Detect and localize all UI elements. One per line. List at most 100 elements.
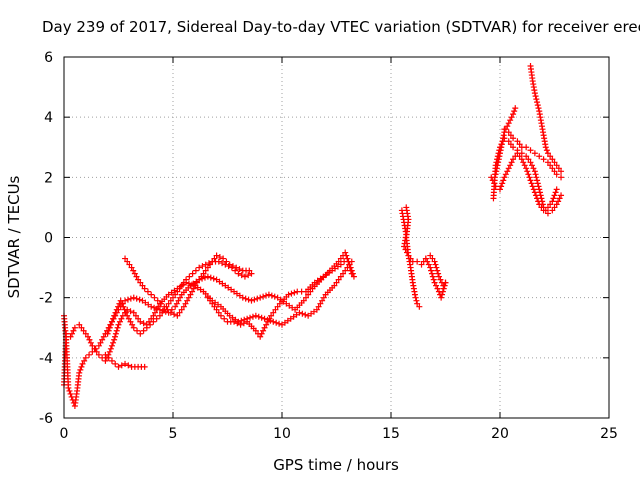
data-point: [185, 294, 192, 301]
data-point: [530, 165, 537, 172]
data-point: [500, 132, 507, 139]
data-point: [344, 255, 351, 262]
data-point: [528, 162, 535, 169]
data-point: [549, 198, 556, 205]
data-point: [510, 111, 517, 118]
data-point: [89, 342, 96, 349]
data-point: [493, 165, 500, 172]
data-point: [161, 306, 168, 313]
data-point: [115, 363, 122, 370]
data-point: [274, 303, 281, 310]
data-point: [192, 267, 199, 274]
data-point: [270, 309, 277, 316]
data-point: [534, 102, 541, 109]
data-point: [131, 270, 138, 277]
data-point: [272, 306, 279, 313]
data-point: [124, 258, 131, 265]
x-tick-label: 25: [600, 426, 618, 442]
data-point: [337, 255, 344, 262]
data-point: [433, 282, 440, 289]
data-point: [266, 315, 273, 322]
data-point: [288, 290, 295, 297]
data-point: [258, 330, 265, 337]
data-point: [118, 362, 125, 369]
data-point: [498, 144, 505, 151]
data-point: [80, 327, 87, 334]
data-point: [110, 315, 117, 322]
data-point: [260, 293, 267, 300]
data-point: [82, 330, 89, 337]
data-point: [174, 288, 181, 295]
data-point: [337, 273, 344, 280]
data-point: [345, 258, 352, 265]
data-point: [257, 294, 264, 301]
data-point: [558, 192, 565, 199]
data-point: [111, 312, 118, 319]
data-point: [122, 255, 129, 262]
data-point: [128, 264, 135, 271]
data-point: [347, 264, 354, 271]
data-point: [540, 156, 547, 163]
data-point: [192, 282, 199, 289]
data-point: [536, 186, 543, 193]
data-point: [523, 144, 530, 151]
data-point: [199, 263, 206, 270]
data-point: [221, 315, 228, 322]
data-point: [84, 333, 91, 340]
data-point: [107, 345, 114, 352]
data-point: [508, 114, 515, 121]
data-point: [302, 294, 309, 301]
data-point: [300, 297, 307, 304]
data-point: [270, 318, 277, 325]
data-point: [177, 294, 184, 301]
data-point: [276, 320, 283, 327]
data-point: [544, 150, 551, 157]
data-point: [553, 162, 560, 169]
data-point: [501, 126, 508, 133]
data-point: [159, 309, 166, 316]
data-point: [97, 339, 104, 346]
data-point: [533, 174, 540, 181]
data-point: [550, 195, 557, 202]
data-point: [134, 327, 141, 334]
data-point: [441, 282, 448, 289]
data-point: [67, 333, 74, 340]
y-tick-label: -4: [39, 351, 53, 367]
data-point: [523, 153, 530, 160]
data-point: [552, 189, 559, 196]
data-point: [535, 183, 542, 190]
data-point: [95, 351, 102, 358]
data-point: [529, 183, 536, 190]
data-point: [118, 315, 125, 322]
data-point: [521, 162, 528, 169]
data-point: [140, 320, 147, 327]
data-point: [125, 315, 132, 322]
data-point: [429, 255, 436, 262]
data-point: [534, 195, 541, 202]
data-point: [551, 159, 558, 166]
data-point: [141, 285, 148, 292]
x-axis-label: GPS time / hours: [273, 456, 399, 474]
data-point: [156, 312, 163, 319]
data-point: [516, 153, 523, 160]
data-point: [418, 261, 425, 268]
data-point: [507, 132, 514, 139]
data-point: [435, 270, 442, 277]
x-tick-label: 0: [60, 426, 69, 442]
data-point: [130, 294, 137, 301]
data-point: [133, 295, 140, 302]
data-point: [439, 288, 446, 295]
data-point: [129, 321, 136, 328]
data-point: [527, 147, 534, 154]
data-point: [118, 300, 125, 307]
data-point: [425, 261, 432, 268]
data-point: [493, 168, 500, 175]
data-point: [551, 204, 558, 211]
data-point: [504, 123, 511, 130]
data-point: [502, 171, 509, 178]
y-tick-label: 6: [44, 50, 53, 66]
data-point: [248, 270, 255, 277]
data-point: [99, 336, 106, 343]
data-point: [246, 267, 253, 274]
data-point: [77, 366, 84, 373]
